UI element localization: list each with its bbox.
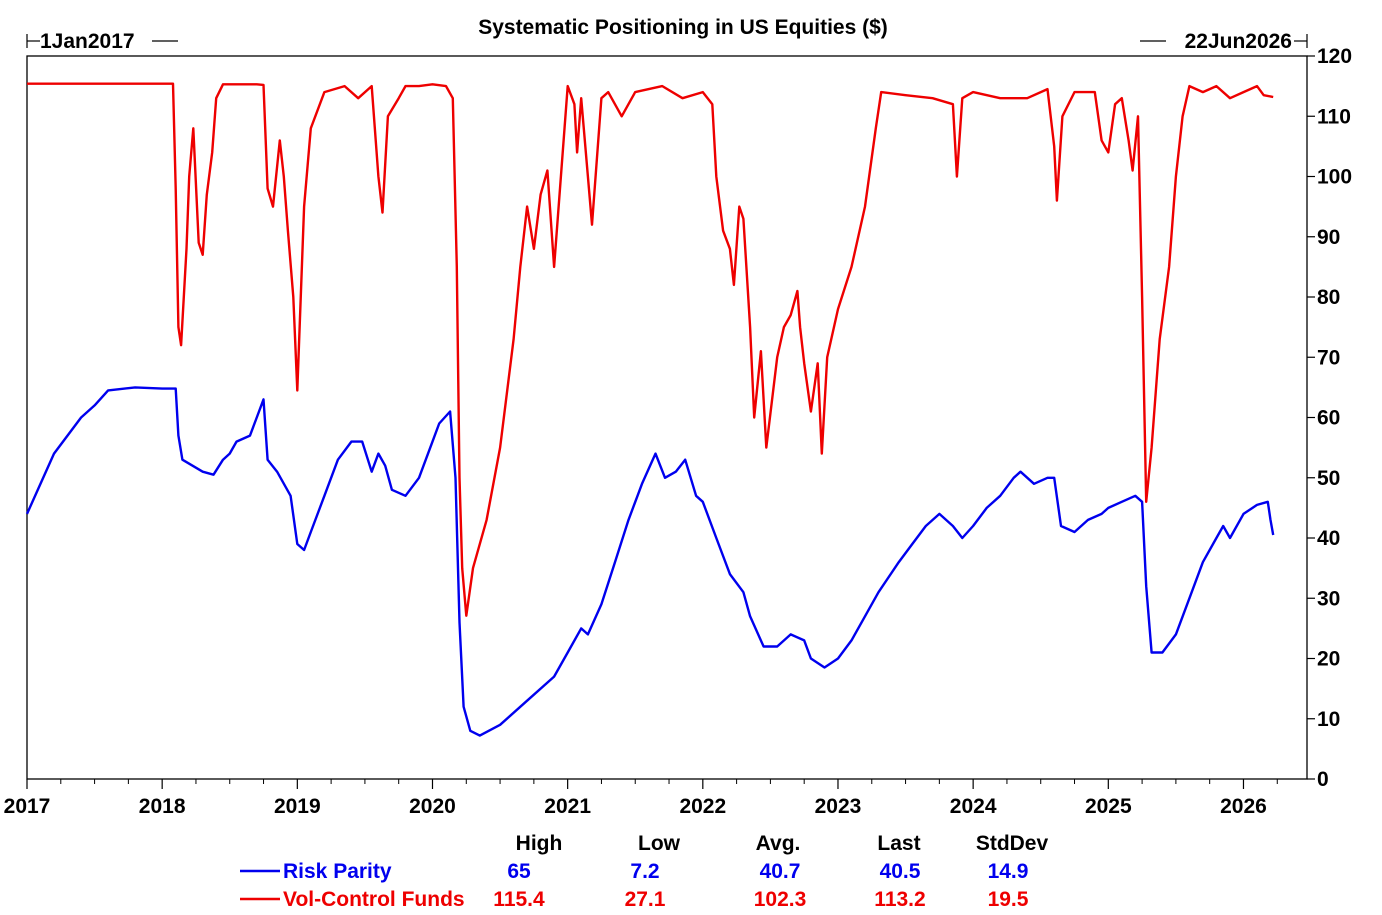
- x-tick-label: 2024: [950, 795, 997, 818]
- x-tick-label: 2019: [274, 795, 321, 818]
- y-tick-label: 120: [1317, 45, 1352, 68]
- x-axis: 2017 2018 2019 2020 2021 2022 2023 2024 2025 2026: [4, 779, 1278, 818]
- x-tick-label: 2020: [409, 795, 456, 818]
- stats-header: StdDev: [976, 832, 1049, 855]
- y-tick-label: 20: [1317, 648, 1340, 671]
- range-end-marker: 22Jun2026: [1140, 30, 1308, 53]
- stats-header: Avg.: [756, 832, 801, 855]
- range-start-label: 1Jan2017: [40, 30, 135, 53]
- stats-value: 102.3: [754, 888, 807, 911]
- stats-value: 65: [507, 860, 531, 883]
- y-tick-label: 10: [1317, 708, 1340, 731]
- stats-table: High Low Avg. Last StdDev Risk Parity 65 7.2 40.…: [240, 832, 1048, 911]
- x-tick-label: 2026: [1220, 795, 1267, 818]
- y-tick-label: 40: [1317, 527, 1340, 550]
- y-tick-label: 70: [1317, 346, 1340, 369]
- range-start-marker: 1Jan2017: [26, 30, 178, 53]
- x-tick-label: 2022: [679, 795, 726, 818]
- stats-value: 19.5: [988, 888, 1029, 911]
- y-tick-label: 100: [1317, 166, 1352, 189]
- stats-header: Low: [638, 832, 681, 855]
- series-line-risk-parity: [25, 386, 1275, 737]
- series-layer: [25, 82, 1275, 737]
- stats-value: 14.9: [988, 860, 1029, 883]
- stats-value: 115.4: [493, 888, 545, 911]
- x-tick-label: 2021: [544, 795, 591, 818]
- y-tick-label: 0: [1317, 768, 1329, 791]
- stats-value: 40.7: [760, 860, 801, 883]
- y-tick-label: 30: [1317, 587, 1340, 610]
- stats-value: 40.5: [880, 860, 921, 883]
- range-end-label: 22Jun2026: [1185, 30, 1292, 53]
- y-tick-label: 80: [1317, 286, 1340, 309]
- y-tick-label: 50: [1317, 467, 1340, 490]
- legend-series-name: Risk Parity: [283, 860, 392, 883]
- stats-header: Last: [877, 832, 920, 855]
- x-tick-label: 2023: [815, 795, 862, 818]
- x-tick-label: 2017: [4, 795, 51, 818]
- chart-title: Systematic Positioning in US Equities ($…: [478, 16, 888, 39]
- plot-frame: [26, 55, 1308, 780]
- series-line-vol-control-funds: [27, 82, 1274, 617]
- legend-series-name: Vol-Control Funds: [283, 888, 465, 911]
- x-tick-label: 2025: [1085, 795, 1132, 818]
- stats-header: High: [516, 832, 563, 855]
- stats-value: 113.2: [874, 888, 925, 911]
- stats-value: 7.2: [630, 860, 659, 883]
- y-tick-label: 110: [1317, 105, 1351, 128]
- y-tick-label: 60: [1317, 407, 1340, 430]
- y-tick-label: 90: [1317, 226, 1340, 249]
- x-tick-label: 2018: [139, 795, 186, 818]
- stats-value: 27.1: [625, 888, 666, 911]
- y-axis: 0 10 20 30 40 50 60 70 80 90 100 110 120: [1307, 45, 1352, 791]
